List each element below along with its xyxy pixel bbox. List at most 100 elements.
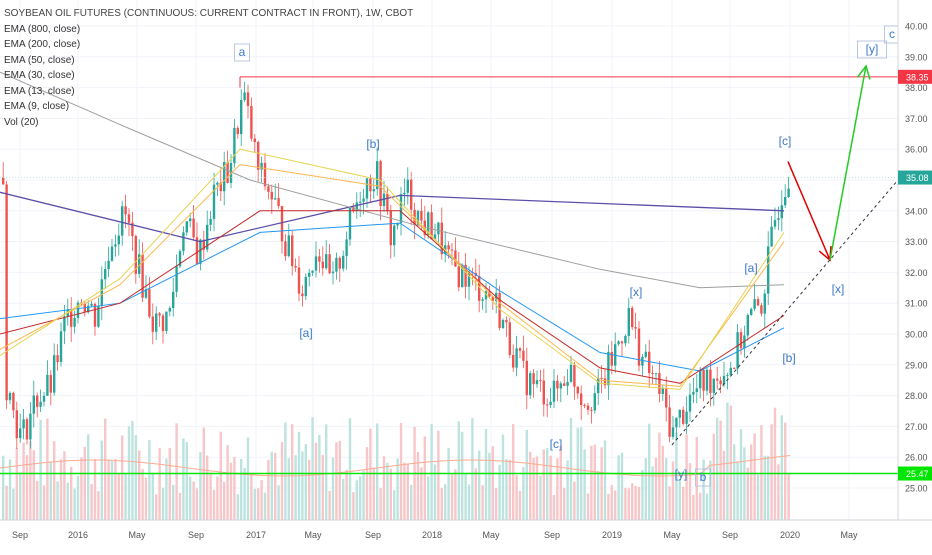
wave-label[interactable]: [y] [866,42,879,56]
wave-label[interactable]: [c] [779,134,792,148]
volume-bar [362,470,365,520]
wave-label[interactable]: [a] [744,261,757,275]
candle-body [352,207,355,211]
wave-label[interactable]: [x] [832,282,845,296]
candle-body [63,316,66,332]
volume-bar [49,461,52,520]
candle-body [114,244,117,247]
candle-body [478,275,481,301]
indicator-ema-800[interactable]: EMA (800, close) [4,23,81,35]
volume-bar [457,421,460,520]
candle-body [158,313,161,316]
time-tick-label: Sep [365,530,381,540]
candle-body [178,251,182,267]
candle-body [603,378,607,386]
volume-bar [175,423,178,520]
candle-body [155,313,158,332]
wave-label[interactable]: a [239,45,246,59]
volume-bar [274,452,277,520]
price-tick-label: 27.00 [905,422,928,432]
candle-body [97,305,100,327]
wave-label[interactable]: b [700,470,707,484]
candle-body [338,257,341,269]
volume-bar [19,472,22,520]
candle-body [138,254,141,274]
wave-label[interactable]: [b] [782,351,795,365]
volume-bar [117,473,120,520]
volume-bar [743,447,746,520]
indicator-ema-30[interactable]: EMA (30, close) [4,70,75,81]
candle-body [651,372,654,374]
volume-bar [104,418,107,520]
indicator-ema-9[interactable]: EMA (9, close) [4,101,70,112]
volume-bar [240,458,243,520]
indicator-ema-50[interactable]: EMA (50, close) [4,54,75,66]
volume-bar [32,450,35,520]
volume-bar [692,494,695,520]
wave-label[interactable]: [x] [630,285,643,299]
volume-bar [284,422,287,520]
volume-bar [447,447,450,520]
volume-bar [155,494,158,520]
volume-bar [627,488,630,520]
candle-body [675,417,678,428]
volume-bar [42,485,46,520]
candle-body [294,265,297,268]
candle-body [148,289,151,317]
candle-body [8,393,12,401]
volume-bar [461,431,464,520]
wave-label[interactable]: [c] [550,437,563,451]
candles [2,81,790,450]
wave-label[interactable]: [a] [299,326,312,340]
time-tick-label: Sep [722,530,738,540]
volume-bar [563,487,566,520]
candle-body [280,206,284,242]
volume-bar [263,492,267,520]
volume-bar [5,485,8,520]
candle-body [121,206,124,236]
candle-body [291,235,294,266]
volume-bar [46,418,49,520]
volume-bar [22,442,25,520]
volume-bar [515,475,518,520]
price-tick-label: 38.00 [905,83,928,93]
volume-bar [770,424,773,520]
volume-bar [328,490,331,520]
candle-body [233,127,236,164]
volume-bar [59,459,63,520]
indicator-volume[interactable]: Vol (20) [4,116,39,128]
wave-label[interactable]: [y] [675,467,688,481]
volume-bar [410,484,413,520]
time-axis[interactable] [0,520,932,550]
volume-bar [559,445,562,520]
trend-line[interactable] [671,179,899,446]
candle-body [566,381,569,386]
time-tick-label: 2018 [422,530,442,540]
indicator-ema-13[interactable]: EMA (13, close) [4,85,75,97]
wave-label[interactable]: [b] [366,137,379,151]
volume-bar [406,463,409,520]
candle-body [151,316,154,332]
candle-body [515,348,518,368]
volume-bar [189,476,192,520]
wave-label-box [234,43,250,62]
candle-body [505,319,508,323]
price-badge-label: 38.35 [906,72,929,82]
volume-bar [212,489,216,520]
volume-bar [345,469,348,520]
volume-bar [556,458,559,520]
projection-arrow[interactable] [829,65,867,261]
projection-arrow[interactable] [787,161,831,261]
wave-label[interactable]: c [889,27,895,41]
volume-bar [583,449,586,520]
price-axis[interactable] [898,0,932,550]
candle-body [556,380,559,389]
candle-body [359,201,362,203]
candle-body [206,224,209,250]
candle-body [318,256,321,262]
indicator-ema-200[interactable]: EMA (200, close) [4,39,81,50]
volume-bar [29,441,32,520]
candle-body [240,99,243,135]
